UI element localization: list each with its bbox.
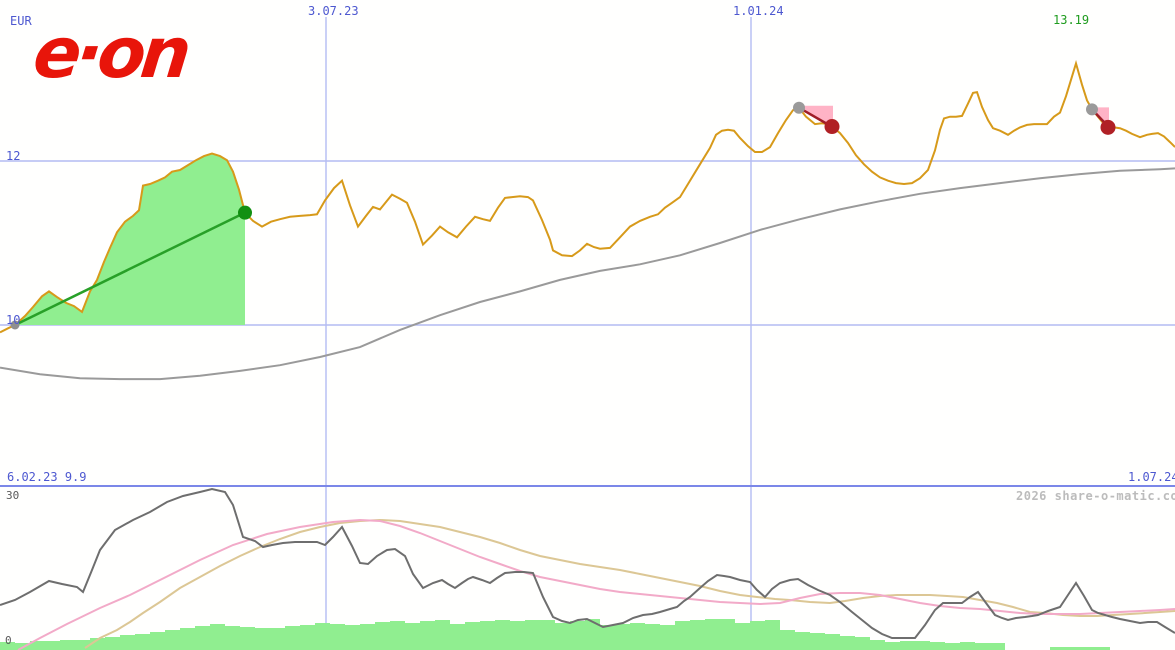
x-axis-label-jul23: 3.07.23 — [308, 4, 359, 18]
max-price-label: 13.19 — [1053, 13, 1090, 27]
watermark: 2026 share-o-matic.com — [1016, 489, 1175, 503]
eon-logo: e·on — [29, 12, 191, 94]
currency-label: EUR — [10, 14, 32, 28]
x-axis-label-jan24: 1.01.24 — [733, 4, 784, 18]
min-date-label: 6.02.23 — [7, 470, 58, 484]
min-price-label: 9.9 — [64, 470, 87, 484]
indicator-tick-0: 0 — [5, 634, 12, 647]
min-annotation: 6.02.23 9.9 — [7, 470, 87, 484]
x-axis-label-jul24: 1.07.24 — [1128, 470, 1175, 484]
y-tick-10: 10 — [6, 313, 21, 327]
indicator-tick-30: 30 — [6, 489, 20, 502]
y-tick-12: 12 — [6, 149, 21, 163]
